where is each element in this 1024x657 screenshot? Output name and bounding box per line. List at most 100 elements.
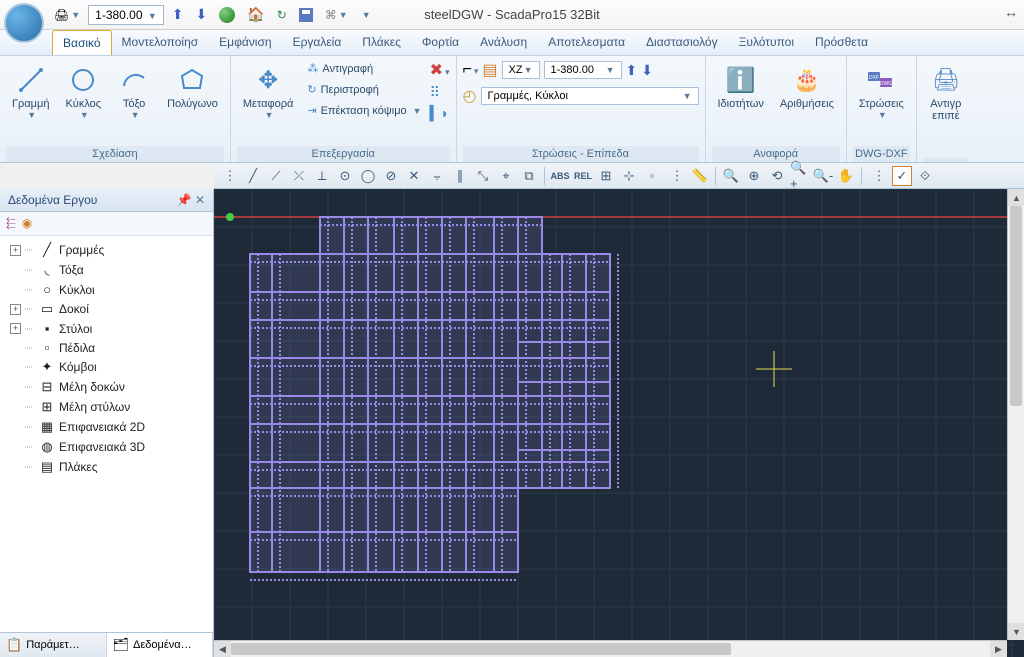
- tree-mode-icon[interactable]: ⬱: [6, 216, 16, 231]
- osnap-toggle-icon[interactable]: ◦: [642, 166, 662, 186]
- tree-item-3[interactable]: +▭Δοκοί: [2, 299, 211, 319]
- snap-node-icon[interactable]: ⤫: [289, 166, 309, 186]
- snap-endpoint-icon[interactable]: ╱: [243, 166, 263, 186]
- layer-state-icon[interactable]: ◴: [463, 86, 477, 106]
- filter-icon[interactable]: ⟐: [915, 166, 935, 186]
- delete-icon[interactable]: ✖▾: [430, 60, 450, 80]
- qat-customize[interactable]: ▼: [358, 8, 375, 22]
- layer-dropdown[interactable]: Γραμμές, Κύκλοι▼: [481, 87, 699, 105]
- level-down-button[interactable]: ⬇: [192, 4, 212, 25]
- snap-intersection-icon[interactable]: ✕: [404, 166, 424, 186]
- rel-coord-icon[interactable]: REL: [573, 166, 593, 186]
- params-tab[interactable]: 📋Παράμετ…: [0, 633, 107, 657]
- zoom-window-icon[interactable]: 🔍: [721, 166, 741, 186]
- tab-8[interactable]: Διαστασιολόγ: [636, 30, 729, 55]
- globe-icon[interactable]: [215, 5, 239, 25]
- level-down-ribbon[interactable]: ⬇: [641, 62, 653, 79]
- tb2-menu2[interactable]: ⋮: [667, 166, 687, 186]
- snap-extension-icon[interactable]: ⤡: [473, 166, 493, 186]
- snap-midpoint-icon[interactable]: ⟋: [266, 166, 286, 186]
- scroll-thumb-v[interactable]: [1010, 206, 1022, 406]
- polygon-button[interactable]: Πολύγωνο: [161, 60, 224, 114]
- dwg-layers-button[interactable]: DXFDWGΣτρώσεις▼: [853, 60, 910, 124]
- level-dropdown[interactable]: 1-380.00 ▼: [88, 5, 164, 25]
- measure-icon[interactable]: 📏: [690, 166, 710, 186]
- tree-item-0[interactable]: +╱Γραμμές: [2, 240, 211, 260]
- properties-button[interactable]: ℹ️Ιδιοτήτων: [712, 60, 770, 114]
- copy-level-button[interactable]: 🖨Αντιγρεπιπέ: [923, 60, 969, 126]
- snap-tangent-icon[interactable]: ⊘: [381, 166, 401, 186]
- tab-0[interactable]: Βασικό: [52, 30, 112, 55]
- zoom-out-icon[interactable]: 🔍-: [813, 166, 833, 186]
- tree-item-11[interactable]: ▤Πλάκες: [2, 457, 211, 477]
- grid-toggle-icon[interactable]: ⊞: [596, 166, 616, 186]
- zoom-in-icon[interactable]: 🔍+: [790, 166, 810, 186]
- tab-4[interactable]: Πλάκες: [352, 30, 412, 55]
- abs-coord-icon[interactable]: ABS: [550, 166, 570, 186]
- tree-icon[interactable]: ⌘▼: [321, 6, 352, 24]
- check1-icon[interactable]: ✓: [892, 166, 912, 186]
- snap-center-icon[interactable]: ⊙: [335, 166, 355, 186]
- extend-button[interactable]: ⇥Επέκταση κόψιμο ▼: [303, 102, 425, 119]
- snap-insert-icon[interactable]: ⌖: [496, 166, 516, 186]
- tab-9[interactable]: Ξυλότυποι: [729, 30, 805, 55]
- tree-item-2[interactable]: ○Κύκλοι: [2, 280, 211, 299]
- snap-quadrant-icon[interactable]: ◯: [358, 166, 378, 186]
- refresh-tree-icon[interactable]: ◉: [22, 216, 32, 231]
- scroll-up-button[interactable]: ▲: [1008, 189, 1024, 206]
- vertical-scrollbar[interactable]: ▲ ▼: [1007, 189, 1024, 640]
- scroll-down-button[interactable]: ▼: [1008, 623, 1024, 640]
- tree-item-5[interactable]: ▫Πέδιλα: [2, 338, 211, 357]
- snap-nearest-icon[interactable]: ⨪: [427, 166, 447, 186]
- rotate-button[interactable]: ↻Περιστροφή: [303, 81, 425, 98]
- scroll-right-button[interactable]: ▶: [990, 641, 1007, 657]
- tb2-menu[interactable]: ⋮: [220, 166, 240, 186]
- resize-handle[interactable]: ↔: [1004, 4, 1018, 20]
- print-icon[interactable]: 🖨▼: [50, 6, 84, 24]
- snap-apparent-icon[interactable]: ⧉: [519, 166, 539, 186]
- tb2-menu3[interactable]: ⋮: [869, 166, 889, 186]
- tree-item-8[interactable]: ⊞Μέλη στύλων: [2, 397, 211, 417]
- tab-3[interactable]: Εργαλεία: [283, 30, 353, 55]
- level-up-ribbon[interactable]: ⬆: [626, 62, 638, 79]
- align-icon[interactable]: ▍◗: [430, 105, 450, 122]
- circle-button[interactable]: Κύκλος▼: [59, 60, 107, 124]
- plane-dropdown[interactable]: XZ▼: [502, 61, 540, 79]
- layers-icon[interactable]: ▤: [482, 60, 497, 80]
- tab-5[interactable]: Φορτία: [412, 30, 470, 55]
- project-tree[interactable]: +╱Γραμμές◟Τόξα○Κύκλοι+▭Δοκοί+▪Στύλοι▫Πέδ…: [0, 236, 213, 632]
- move-button[interactable]: ✥Μεταφορά▼: [237, 60, 299, 124]
- tab-7[interactable]: Αποτελεσματα: [538, 30, 636, 55]
- tree-item-4[interactable]: +▪Στύλοι: [2, 319, 211, 338]
- array-icon[interactable]: ⠿: [430, 84, 450, 101]
- copy-button[interactable]: ⁂Αντιγραφή: [303, 60, 425, 77]
- pin-icon[interactable]: 📌: [177, 193, 192, 207]
- tree-item-9[interactable]: ▦Επιφανειακά 2D: [2, 417, 211, 437]
- scroll-thumb-h[interactable]: [231, 643, 731, 655]
- tab-2[interactable]: Εμφάνιση: [209, 30, 282, 55]
- tree-item-10[interactable]: ◍Επιφανειακά 3D: [2, 437, 211, 457]
- app-logo[interactable]: [4, 3, 44, 43]
- ortho-icon[interactable]: ⊹: [619, 166, 639, 186]
- numbering-button[interactable]: 🎂Αριθμήσεις: [774, 60, 840, 114]
- tab-6[interactable]: Ανάλυση: [470, 30, 538, 55]
- snap-parallel-icon[interactable]: ∥: [450, 166, 470, 186]
- ucs-icon[interactable]: ⌐▾: [463, 61, 479, 79]
- scroll-left-button[interactable]: ◀: [214, 641, 231, 657]
- data-tab[interactable]: 🗂Δεδομένα…: [107, 633, 214, 657]
- pan-icon[interactable]: ✋: [836, 166, 856, 186]
- drawing-canvas[interactable]: ▲ ▼ ◀ ▶: [214, 189, 1024, 657]
- tree-item-7[interactable]: ⊟Μέλη δοκών: [2, 377, 211, 397]
- arc-button[interactable]: Τόξο▼: [111, 60, 157, 124]
- level-dropdown-ribbon[interactable]: 1-380.00▼: [544, 61, 622, 79]
- zoom-previous-icon[interactable]: ⟲: [767, 166, 787, 186]
- tree-item-1[interactable]: ◟Τόξα: [2, 260, 211, 280]
- horizontal-scrollbar[interactable]: ◀ ▶: [214, 640, 1007, 657]
- save-icon[interactable]: [295, 6, 317, 24]
- level-up-button[interactable]: ⬆: [168, 4, 188, 25]
- home-icon[interactable]: 🏠: [243, 4, 268, 25]
- line-button[interactable]: Γραμμή▼: [6, 60, 55, 124]
- refresh-icon[interactable]: ↻: [273, 6, 291, 24]
- tab-10[interactable]: Πρόσθετα: [805, 30, 879, 55]
- tree-item-6[interactable]: ✦Κόμβοι: [2, 357, 211, 377]
